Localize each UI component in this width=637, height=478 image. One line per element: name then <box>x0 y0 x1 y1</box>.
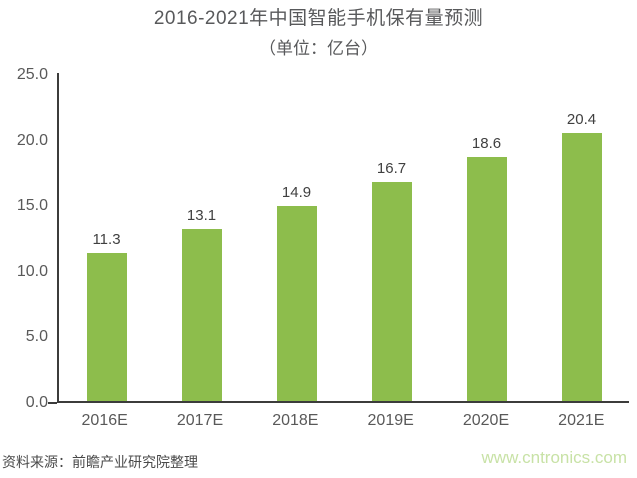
bar-2020E <box>466 156 507 401</box>
bar-2016E <box>86 252 127 401</box>
plot-area: 11.3 13.1 14.9 16.7 18.6 20.4 <box>57 73 629 403</box>
website-url: www.cntronics.com <box>481 448 627 467</box>
bar-group-2021E: 20.4 <box>561 73 602 401</box>
bar-value-label: 11.3 <box>92 230 121 248</box>
y-axis: 0.0 5.0 10.0 15.0 20.0 25.0 <box>0 67 48 411</box>
x-tick-label-2018E: 2018E <box>272 412 319 429</box>
y-tick-label-0.0: 0.0 <box>25 394 48 411</box>
bar-group-2019E: 16.7 <box>371 73 412 401</box>
bar-value-label: 20.4 <box>566 111 597 129</box>
bar-2018E <box>276 205 317 401</box>
x-tick-label-2016E: 2016E <box>81 412 128 429</box>
y-tick-label-15.0: 15.0 <box>16 197 48 215</box>
bar-value-label: 18.6 <box>471 134 502 152</box>
bars-row: 11.3 13.1 14.9 16.7 18.6 20.4 <box>59 73 629 401</box>
bar-group-2018E: 14.9 <box>276 73 317 401</box>
y-tick-label-5.0: 5.0 <box>25 328 48 346</box>
chart-title: 2016-2021年中国智能手机保有量预测 <box>153 8 484 29</box>
bar-2021E <box>561 133 602 401</box>
source-attribution: 资料来源：前瞻产业研究院整理 <box>2 454 198 470</box>
y-tick-label-10.0: 10.0 <box>16 262 48 280</box>
bar-value-label: 14.9 <box>281 183 312 201</box>
bar-group-2020E: 18.6 <box>466 73 507 401</box>
x-tick-label-2019E: 2019E <box>367 412 414 429</box>
x-tick-label-2020E: 2020E <box>462 412 510 429</box>
bar-group-2016E: 11.3 <box>86 73 127 401</box>
y-tick-label-25.0: 25.0 <box>16 66 48 83</box>
bar-value-label: 16.7 <box>376 159 407 177</box>
zero-tick-mark <box>48 402 57 404</box>
bar-2019E <box>371 181 412 401</box>
bar-value-label: 13.1 <box>186 207 217 225</box>
x-tick-label-2021E: 2021E <box>558 412 605 429</box>
x-axis: 2016E 2017E 2018E 2019E 2020E 2021E <box>57 413 629 429</box>
x-tick-label-2017E: 2017E <box>176 412 224 429</box>
bar-group-2017E: 13.1 <box>181 73 222 401</box>
chart-subtitle: （单位：亿台） <box>259 39 378 58</box>
y-tick-label-20.0: 20.0 <box>16 131 48 149</box>
bar-2017E <box>181 229 222 401</box>
